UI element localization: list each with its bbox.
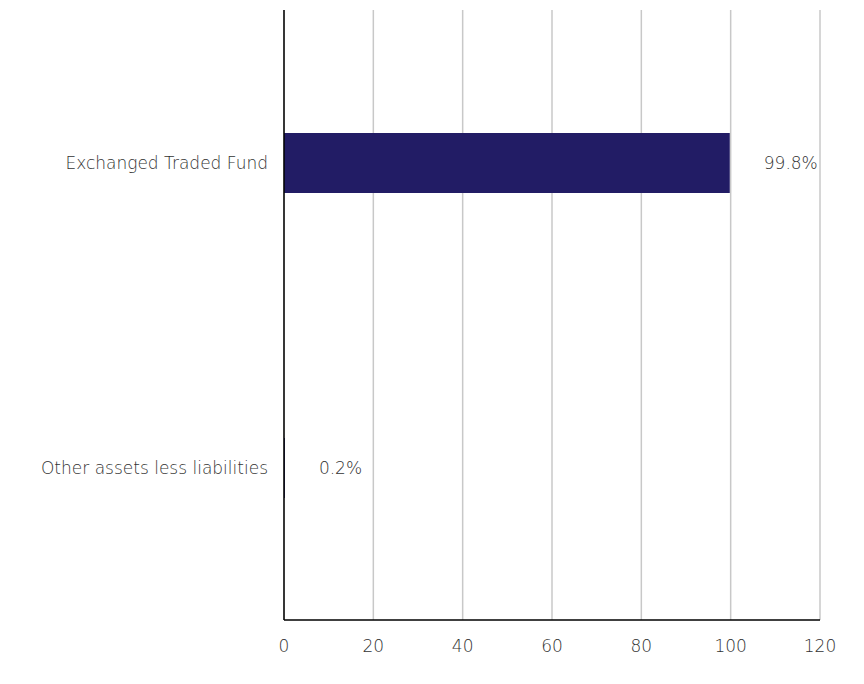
svg-text:60: 60	[541, 636, 563, 656]
svg-text:120: 120	[804, 636, 836, 656]
svg-text:80: 80	[631, 636, 653, 656]
svg-text:99.8%: 99.8%	[764, 153, 818, 173]
svg-text:0.2%: 0.2%	[319, 458, 362, 478]
svg-text:0: 0	[279, 636, 290, 656]
svg-text:Other assets less liabilities: Other assets less liabilities	[41, 458, 268, 478]
svg-text:100: 100	[714, 636, 746, 656]
svg-text:Exchanged Traded Fund: Exchanged Traded Fund	[65, 153, 268, 173]
svg-text:40: 40	[452, 636, 474, 656]
svg-text:20: 20	[363, 636, 385, 656]
